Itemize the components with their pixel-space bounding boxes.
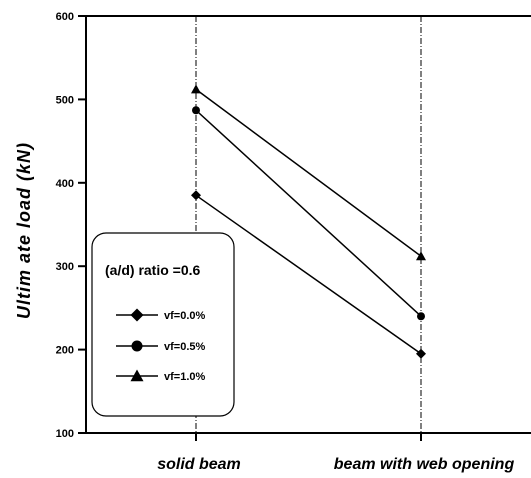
y-tick-label: 200 <box>56 345 74 357</box>
labels-layer: Ultim ate load (kN) solid beam beam with … <box>14 142 514 473</box>
y-tick-label: 300 <box>56 261 74 273</box>
marker-circle <box>417 312 425 320</box>
marker-circle <box>132 341 143 352</box>
marker-triangle <box>416 251 426 260</box>
x-category-label: solid beam <box>157 456 241 473</box>
legend-box <box>92 233 234 416</box>
series-line <box>196 89 421 256</box>
legend-label: vf=0.0% <box>164 310 205 322</box>
legend-label: vf=0.5% <box>164 341 205 353</box>
marker-diamond <box>191 190 201 200</box>
legend-label: vf=1.0% <box>164 371 205 383</box>
marker-circle <box>192 106 200 114</box>
y-tick-label: 400 <box>56 178 74 190</box>
y-tick-label: 500 <box>56 94 74 106</box>
y-axis-label: Ultim ate load (kN) <box>14 142 34 319</box>
y-tick-label: 600 <box>56 11 74 23</box>
y-tick-label: 100 <box>56 428 74 440</box>
marker-triangle <box>191 84 201 93</box>
legend-title: (a/d) ratio =0.6 <box>105 262 201 278</box>
marker-diamond <box>416 349 426 359</box>
legend: (a/d) ratio =0.6 vf=0.0% vf=0.5% vf=1.0% <box>92 233 234 416</box>
x-category-label: beam with web opening <box>334 456 515 473</box>
